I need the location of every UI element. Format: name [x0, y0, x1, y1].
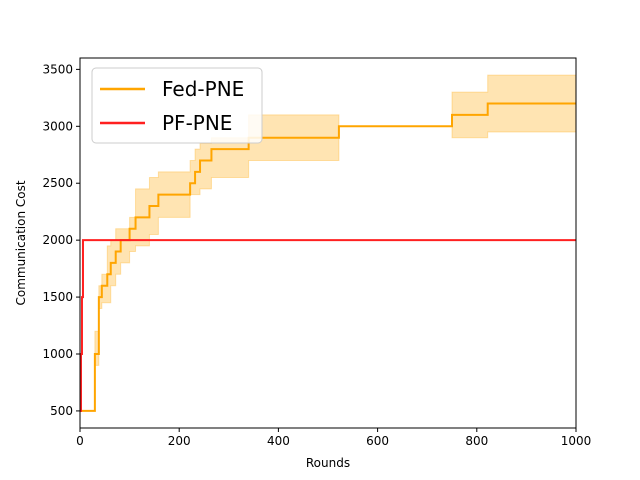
y-tick-label: 1500	[42, 290, 73, 304]
plot-frame	[79, 57, 577, 429]
x-tick-label: 200	[168, 434, 191, 448]
y-tick-label: 3000	[42, 119, 73, 133]
x-axis-ticks: 0 200 400 600 800 1000	[76, 428, 591, 448]
y-tick-label: 1000	[42, 347, 73, 361]
x-tick-label: 400	[267, 434, 290, 448]
x-tick-label: 800	[465, 434, 488, 448]
x-tick-label: 0	[76, 434, 84, 448]
y-axis-ticks: 500 1000 1500 2000 2500 3000 3500	[42, 62, 80, 418]
y-tick-label: 2500	[42, 176, 73, 190]
x-tick-label: 1000	[561, 434, 592, 448]
series-lines	[79, 102, 576, 412]
legend-label-fed-pne: Fed-PNE	[162, 77, 244, 101]
y-tick-label: 2000	[42, 233, 73, 247]
x-tick-label: 600	[366, 434, 389, 448]
series-line-pf-pne	[79, 239, 576, 412]
legend: Fed-PNE PF-PNE	[91, 67, 263, 144]
x-axis-label: Rounds	[306, 456, 350, 470]
y-tick-label: 3500	[42, 62, 73, 76]
legend-label-pf-pne: PF-PNE	[162, 111, 232, 135]
series-line-fed-pne	[80, 102, 576, 412]
y-axis-label: Communication Cost	[14, 180, 28, 305]
y-tick-label: 500	[50, 404, 73, 418]
